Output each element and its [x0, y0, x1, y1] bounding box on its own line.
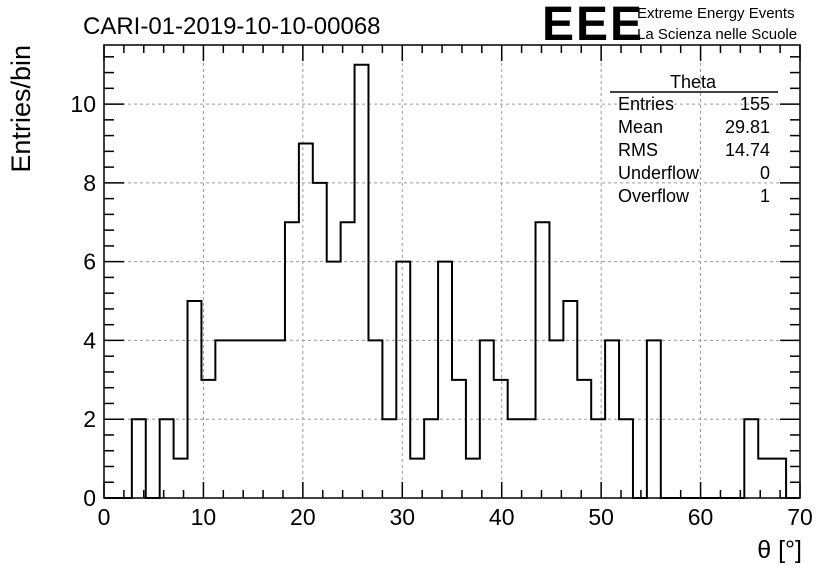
histogram-bin	[368, 340, 382, 498]
stats-value: 0	[760, 163, 770, 183]
histogram-bin	[188, 301, 202, 498]
histogram-bin	[619, 419, 633, 498]
histogram-bin	[285, 222, 299, 498]
stats-title: Theta	[670, 72, 717, 92]
histogram-bin	[772, 459, 786, 498]
histogram-bin	[549, 340, 563, 498]
histogram-bin	[647, 340, 661, 498]
histogram-bin	[327, 262, 341, 498]
x-axis-label: θ [°]	[757, 536, 802, 564]
stats-box: Theta Entries 155 Mean 29.81 RMS 14.74 Underfl…	[610, 72, 778, 206]
histogram-bin	[480, 340, 494, 498]
stats-value: 29.81	[725, 117, 770, 137]
histogram-bin	[591, 419, 605, 498]
histogram-bin	[215, 340, 229, 498]
y-tick-label: 10	[70, 91, 96, 117]
x-tick-label: 70	[787, 504, 813, 530]
histogram-bin	[160, 419, 174, 498]
histogram-bin	[508, 419, 522, 498]
histogram-bin	[313, 183, 327, 498]
x-tick-label: 30	[389, 504, 415, 530]
histogram-bin	[577, 380, 591, 498]
y-tick-label: 6	[83, 249, 96, 275]
histogram-bin	[341, 222, 355, 498]
x-tick-label: 10	[191, 504, 217, 530]
histogram-bin	[271, 340, 285, 498]
y-tick-label: 8	[83, 170, 96, 196]
y-axis-label: Entries/bin	[6, 45, 36, 173]
histogram-bin	[466, 459, 480, 498]
histogram-bin	[229, 340, 243, 498]
stats-label: Mean	[618, 117, 663, 137]
histogram-bin	[174, 459, 188, 498]
histogram-bin	[424, 419, 438, 498]
stats-value: 155	[740, 94, 770, 114]
histogram-bin	[522, 419, 536, 498]
plot-frame	[103, 44, 801, 499]
x-tick-label: 40	[489, 504, 515, 530]
histogram-step-line	[104, 63, 800, 499]
histogram-bin	[382, 419, 396, 498]
histogram-bin	[438, 262, 452, 498]
histogram-bin	[243, 340, 257, 498]
histogram-bin	[132, 419, 146, 498]
histogram-bin	[563, 301, 577, 498]
stats-value: 14.74	[725, 140, 770, 160]
histogram-bin	[536, 222, 550, 498]
histogram-bin	[744, 419, 758, 498]
chart-title: CARI-01-2019-10-10-00068	[83, 13, 381, 40]
y-tick-label: 0	[83, 485, 96, 511]
x-tick-label: 20	[290, 504, 316, 530]
histogram-bin	[257, 340, 271, 498]
histogram-bin	[355, 65, 369, 498]
stats-label: Underflow	[618, 163, 700, 183]
stats-label: RMS	[618, 140, 658, 160]
histogram-bin	[605, 340, 619, 498]
x-tick-label: 60	[688, 504, 714, 530]
stats-label: Overflow	[618, 186, 690, 206]
x-tick-label: 0	[98, 504, 111, 530]
stats-label: Entries	[618, 94, 674, 114]
y-tick-label: 2	[83, 406, 96, 432]
logo-line1: Extreme Energy Events	[637, 5, 795, 22]
histogram-bin	[396, 262, 410, 498]
y-tick-label: 4	[83, 327, 96, 353]
x-tick-label: 50	[588, 504, 614, 530]
histogram-bin	[299, 143, 313, 498]
histogram-bin	[452, 380, 466, 498]
logo-mark: EEE	[542, 0, 644, 51]
logo-line2: La Scienza nelle Scuole	[637, 26, 797, 43]
stats-value: 1	[760, 186, 770, 206]
histogram-bin	[494, 380, 508, 498]
histogram-bin	[201, 380, 215, 498]
